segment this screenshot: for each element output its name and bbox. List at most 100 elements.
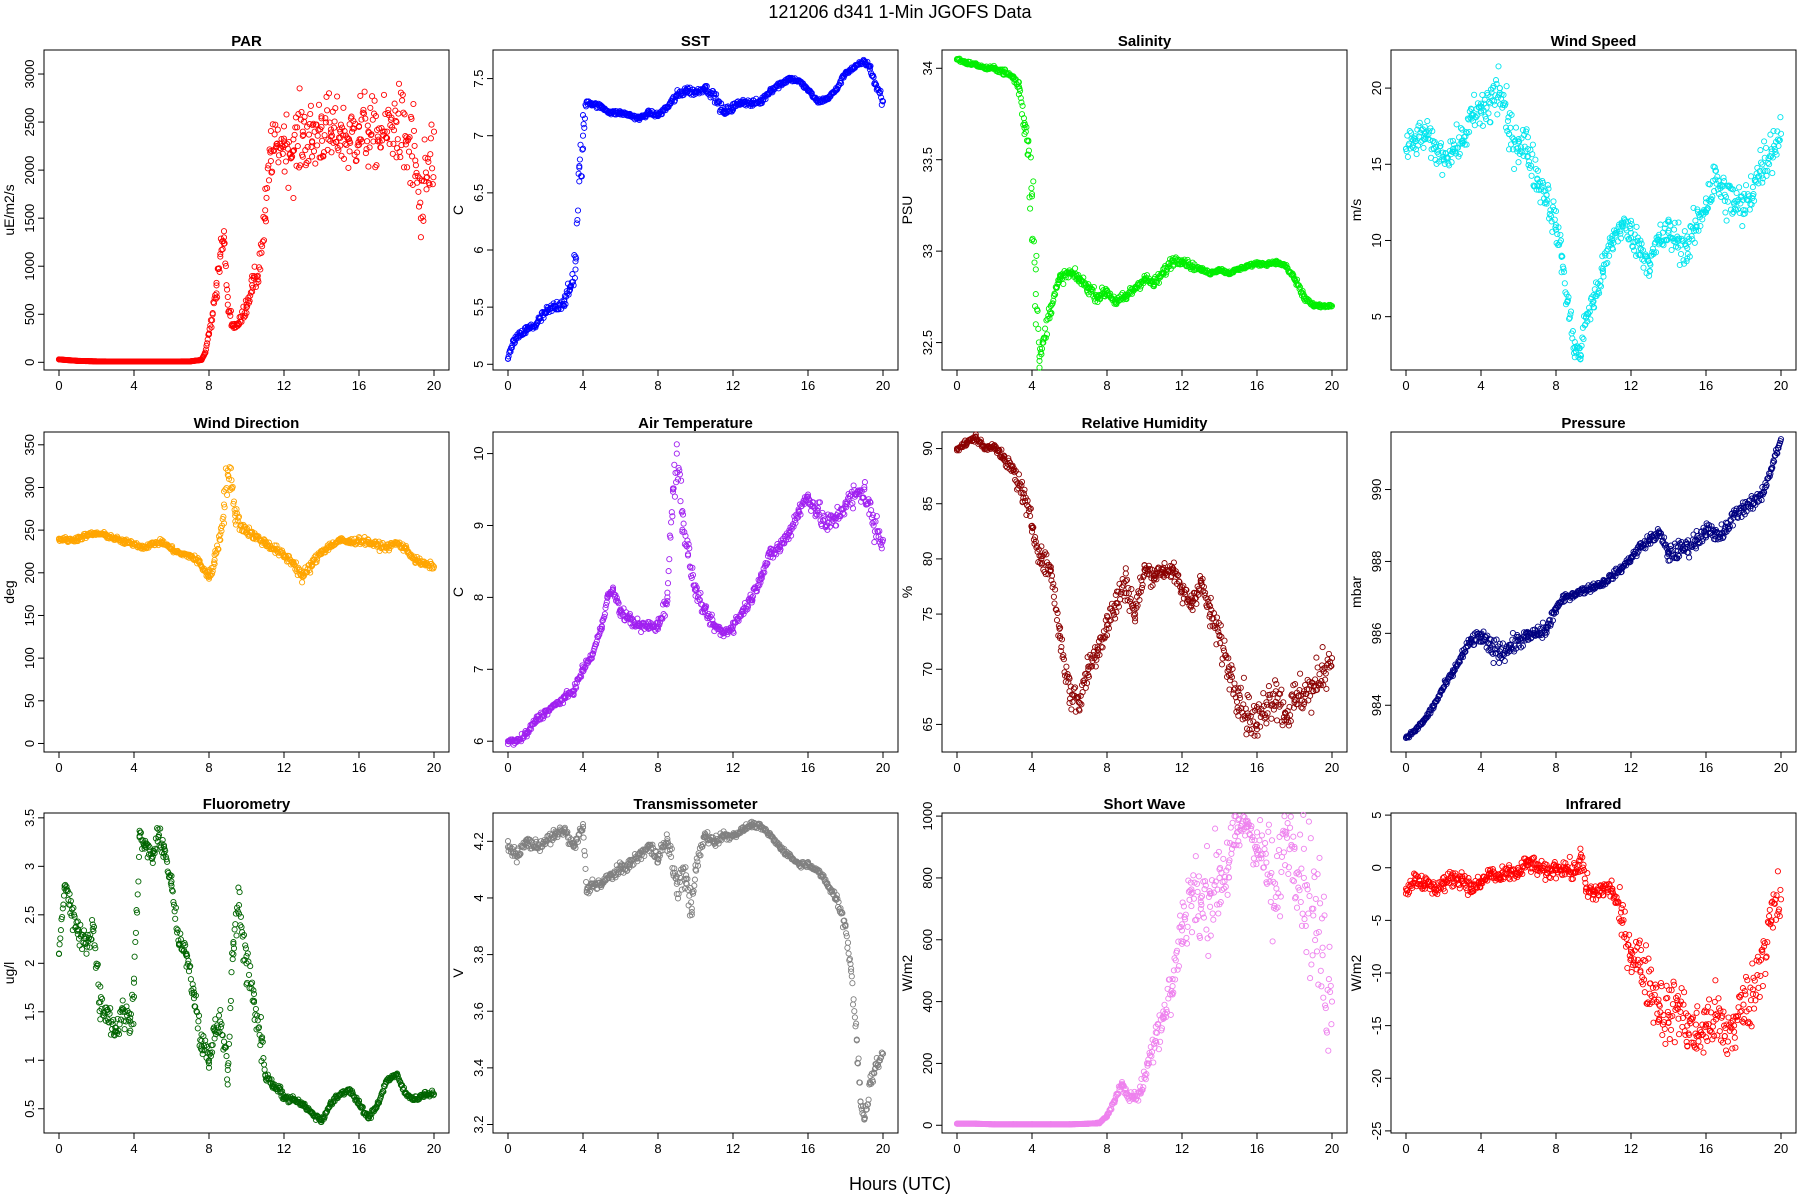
data-point <box>1554 231 1561 238</box>
data-points <box>55 80 438 365</box>
panel-title: Salinity <box>1118 33 1172 50</box>
data-point <box>263 194 270 201</box>
data-point <box>1319 302 1326 310</box>
data-point <box>1447 138 1454 145</box>
data-point <box>285 184 292 191</box>
data-point <box>1043 331 1051 338</box>
data-point <box>1582 321 1589 328</box>
x-tick-label: 0 <box>1402 378 1409 393</box>
data-point <box>1578 342 1585 349</box>
data-point <box>267 157 274 165</box>
data-point <box>1424 135 1431 142</box>
data-point <box>215 266 222 273</box>
data-point <box>879 98 887 105</box>
x-axis: 0 4 8 12 16 20 <box>1402 370 1788 393</box>
data-point <box>1437 140 1445 147</box>
data-point <box>1035 325 1042 332</box>
data-point <box>1739 223 1746 230</box>
data-point <box>716 98 723 105</box>
data-point <box>217 253 224 260</box>
data-point <box>202 346 209 353</box>
data-point <box>340 104 347 111</box>
data-point <box>1132 284 1139 291</box>
data-point <box>259 243 266 250</box>
data-point <box>1523 126 1530 133</box>
data-point <box>851 64 858 71</box>
data-point <box>395 80 403 87</box>
x-tick-label: 8 <box>205 378 212 393</box>
data-point <box>1722 209 1729 216</box>
data-point <box>1557 231 1564 238</box>
y-tick-label: 984 <box>1369 694 1384 716</box>
data-point <box>677 498 684 505</box>
data-point <box>658 111 665 118</box>
data-point <box>1479 122 1486 129</box>
data-point <box>1587 316 1594 323</box>
data-point <box>320 153 327 160</box>
data-point <box>1529 151 1536 158</box>
data-points <box>953 431 1336 739</box>
data-point <box>1178 257 1186 264</box>
data-point <box>872 81 879 88</box>
data-point <box>664 104 671 111</box>
data-point <box>1221 637 1228 644</box>
data-point <box>330 139 337 146</box>
panel-title: Wind Direction <box>194 415 300 432</box>
data-point <box>579 132 587 139</box>
data-point <box>299 128 306 135</box>
data-point <box>390 140 397 147</box>
data-point <box>1559 253 1566 260</box>
data-point <box>519 331 526 338</box>
data-point <box>1279 722 1286 729</box>
data-point <box>1759 161 1766 168</box>
data-point <box>415 203 423 210</box>
data-point <box>876 90 883 97</box>
x-tick-label: 4 <box>130 378 137 393</box>
data-point <box>415 188 422 195</box>
data-point <box>1150 281 1157 288</box>
data-point <box>1566 314 1573 321</box>
data-point <box>362 115 369 122</box>
data-point <box>281 168 288 175</box>
data-point <box>227 307 234 314</box>
data-point <box>1272 259 1279 266</box>
data-point <box>849 505 857 512</box>
data-point <box>305 131 313 138</box>
data-point <box>1567 311 1574 318</box>
x-tick-label: 8 <box>205 760 212 775</box>
data-point <box>1030 238 1037 245</box>
y-tick-label: 5 <box>1369 313 1384 320</box>
data-point <box>1486 99 1493 106</box>
data-point <box>1128 290 1136 297</box>
y-tick-label: 350 <box>22 434 37 456</box>
data-point <box>1263 720 1270 727</box>
data-point <box>1721 178 1728 185</box>
data-point <box>1033 252 1040 259</box>
data-point <box>1539 179 1546 186</box>
data-point <box>1027 205 1034 212</box>
data-point <box>1548 218 1555 225</box>
data-point <box>1010 74 1017 81</box>
data-point <box>1490 82 1497 90</box>
data-point <box>393 119 400 126</box>
data-point <box>428 121 435 128</box>
data-point <box>1319 644 1326 651</box>
data-point <box>430 174 437 181</box>
data-point <box>972 61 979 68</box>
data-point <box>355 141 363 148</box>
data-point <box>303 159 310 166</box>
data-point <box>394 136 401 143</box>
data-point <box>1451 141 1458 148</box>
x-tick-label: 8 <box>1103 378 1110 393</box>
data-point <box>1551 216 1558 223</box>
data-point <box>1577 356 1584 363</box>
panel-title: Pressure <box>1561 415 1625 432</box>
data-point <box>318 113 325 120</box>
data-point <box>408 115 415 122</box>
x-tick-label: 0 <box>953 760 960 775</box>
data-point <box>401 111 408 118</box>
data-point <box>353 157 360 164</box>
